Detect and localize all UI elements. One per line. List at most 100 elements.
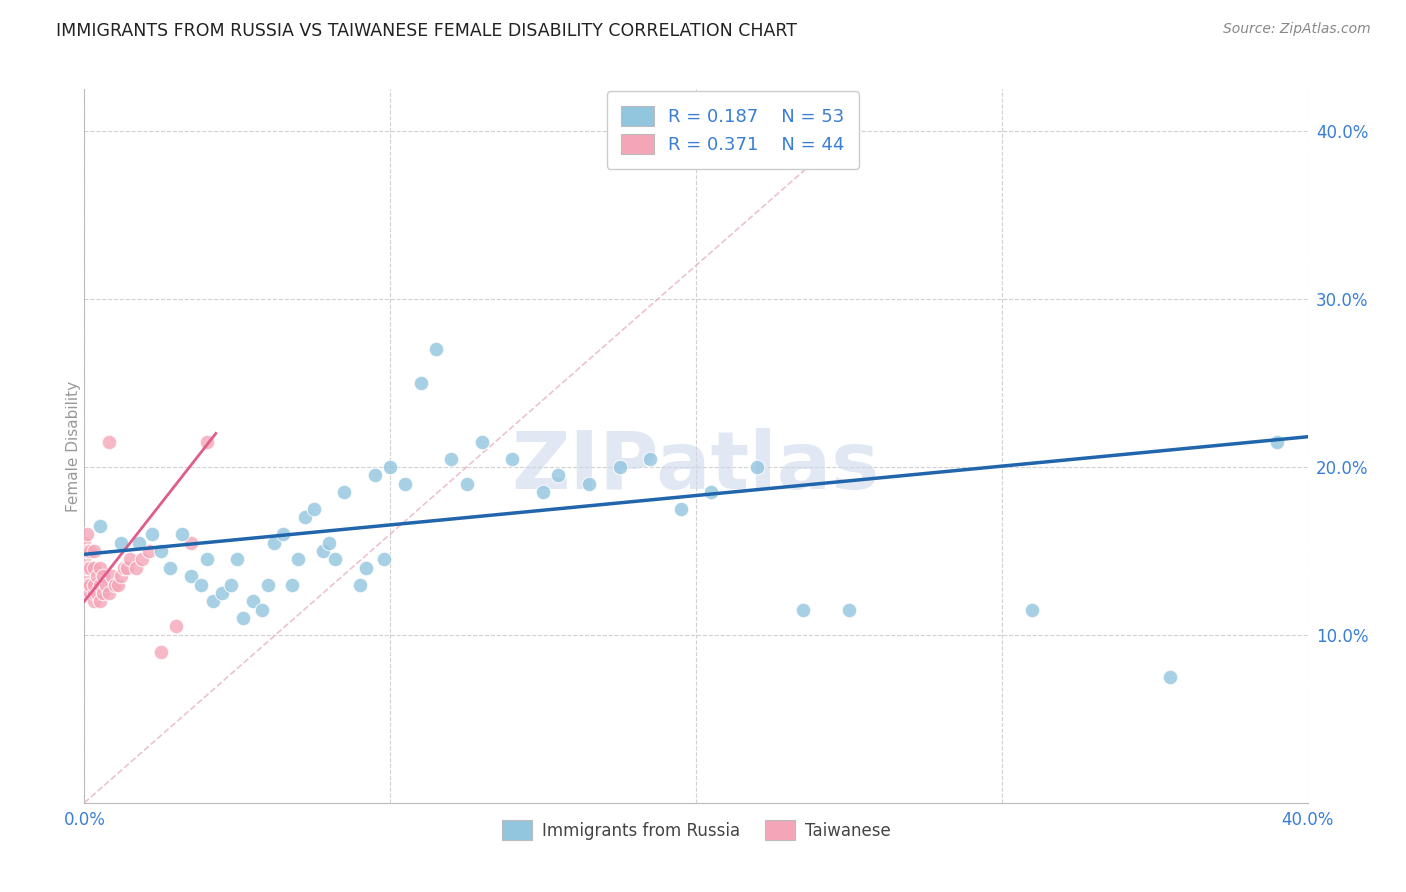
Point [380, 460, 402, 475]
Point [73, 569, 96, 583]
Point [281, 577, 304, 591]
Point [318, 535, 340, 549]
Point [76, 577, 98, 591]
Point [73, 552, 96, 566]
Point [792, 603, 814, 617]
Point [172, 527, 194, 541]
Point [83, 577, 105, 591]
Point [79, 544, 101, 558]
Point [700, 485, 723, 500]
Point [83, 586, 105, 600]
Point [94, 577, 117, 591]
Point [112, 560, 135, 574]
Point [76, 527, 98, 541]
Point [149, 645, 172, 659]
Text: IMMIGRANTS FROM RUSSIA VS TAIWANESE FEMALE DISABILITY CORRELATION CHART: IMMIGRANTS FROM RUSSIA VS TAIWANESE FEMA… [56, 22, 797, 40]
Point [263, 535, 285, 549]
Point [73, 560, 96, 574]
Point [97, 586, 120, 600]
Point [456, 476, 478, 491]
Point [76, 560, 98, 574]
Point [201, 594, 224, 608]
Point [302, 502, 325, 516]
Point [180, 535, 202, 549]
Point [149, 544, 172, 558]
Point [271, 527, 294, 541]
Point [638, 451, 661, 466]
Point [578, 476, 600, 491]
Point [287, 552, 309, 566]
Point [195, 434, 218, 449]
Point [86, 586, 108, 600]
Point [190, 577, 212, 591]
Text: ZIPatlas: ZIPatlas [512, 428, 880, 507]
Point [73, 535, 96, 549]
Point [669, 502, 692, 516]
Point [226, 552, 249, 566]
Point [838, 603, 860, 617]
Y-axis label: Female Disability: Female Disability [66, 380, 80, 512]
Point [73, 577, 96, 591]
Point [219, 577, 242, 591]
Point [159, 560, 181, 574]
Point [131, 552, 153, 566]
Point [364, 468, 387, 483]
Point [91, 586, 114, 600]
Point [195, 552, 218, 566]
Point [138, 544, 160, 558]
Point [1021, 603, 1043, 617]
Point [211, 586, 233, 600]
Point [83, 560, 105, 574]
Point [89, 518, 111, 533]
Point [104, 577, 127, 591]
Point [425, 343, 447, 357]
Point [101, 569, 124, 583]
Point [107, 577, 129, 591]
Point [323, 552, 346, 566]
Point [257, 577, 280, 591]
Point [79, 577, 101, 591]
Legend: Immigrants from Russia, Taiwanese: Immigrants from Russia, Taiwanese [494, 812, 898, 848]
Point [83, 594, 105, 608]
Point [502, 451, 524, 466]
Text: Source: ZipAtlas.com: Source: ZipAtlas.com [1223, 22, 1371, 37]
Point [349, 577, 371, 591]
Point [242, 594, 264, 608]
Point [180, 569, 202, 583]
Point [73, 586, 96, 600]
Point [83, 544, 105, 558]
Point [547, 468, 569, 483]
Point [141, 527, 163, 541]
Point [86, 569, 108, 583]
Point [97, 434, 120, 449]
Point [333, 485, 356, 500]
Point [294, 510, 316, 524]
Point [89, 577, 111, 591]
Point [110, 569, 132, 583]
Point [373, 552, 395, 566]
Point [120, 552, 142, 566]
Point [79, 586, 101, 600]
Point [250, 603, 273, 617]
Point [125, 560, 148, 574]
Point [440, 451, 463, 466]
Point [1265, 434, 1288, 449]
Point [354, 560, 377, 574]
Point [312, 544, 335, 558]
Point [89, 560, 111, 574]
Point [89, 594, 111, 608]
Point [394, 476, 416, 491]
Point [232, 611, 254, 625]
Point [73, 544, 96, 558]
Point [531, 485, 554, 500]
Point [471, 434, 494, 449]
Point [609, 460, 631, 475]
Point [91, 569, 114, 583]
Point [128, 535, 150, 549]
Point [76, 544, 98, 558]
Point [409, 376, 432, 390]
Point [110, 535, 132, 549]
Point [79, 560, 101, 574]
Point [747, 460, 769, 475]
Point [1159, 670, 1181, 684]
